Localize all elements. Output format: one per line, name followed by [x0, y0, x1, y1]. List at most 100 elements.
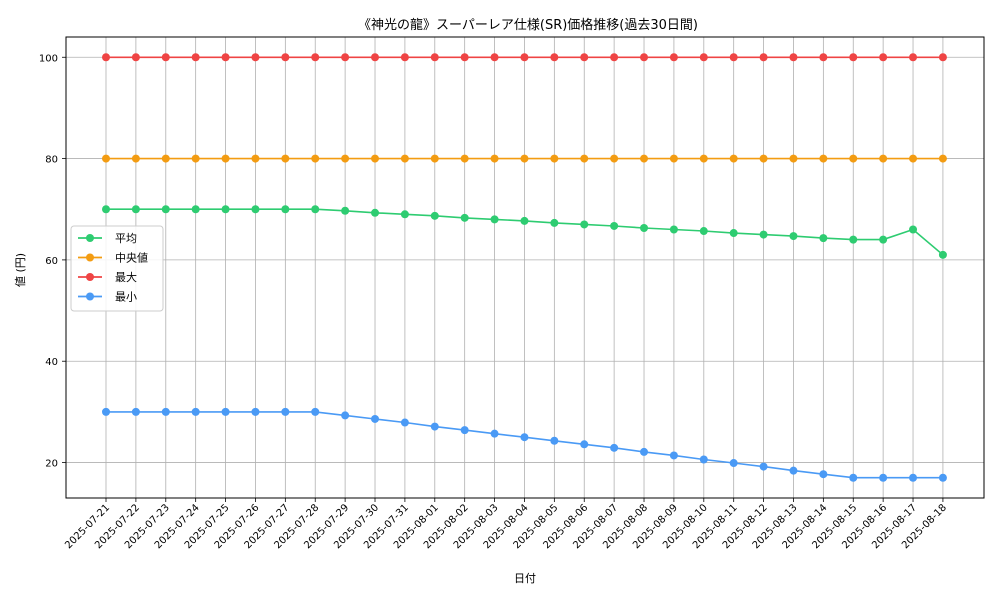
y-axis: 20 40 60 80 100: [39, 53, 66, 470]
data-point-3: [819, 53, 828, 62]
data-point-2: [221, 154, 230, 163]
data-point-3: [729, 53, 738, 62]
data-point-2: [191, 154, 200, 163]
data-point-2: [849, 154, 858, 163]
data-point-2: [789, 154, 798, 163]
data-point-1: [849, 235, 858, 244]
data-point-3: [341, 53, 350, 62]
data-point-2: [938, 154, 947, 163]
chart-title: 《神光の龍》スーパーレア仕様(SR)価格推移(過去30日間): [358, 17, 698, 33]
data-point-1: [520, 216, 529, 225]
data-point-3: [460, 53, 469, 62]
legend-label: 最大: [115, 270, 137, 284]
legend-box: [70, 225, 164, 312]
data-point-3: [251, 53, 260, 62]
data-point-1: [430, 211, 439, 220]
data-point-2: [400, 154, 409, 163]
data-point-4: [640, 447, 649, 456]
data-point-3: [789, 53, 798, 62]
data-point-4: [251, 407, 260, 416]
data-point-2: [699, 154, 708, 163]
data-point-2: [341, 154, 350, 163]
data-point-4: [102, 407, 110, 416]
data-point-4: [729, 459, 738, 468]
data-point-1: [909, 225, 918, 234]
data-point-3: [938, 53, 947, 62]
data-point-1: [281, 205, 290, 214]
data-point-3: [161, 53, 170, 62]
legend-label: 中央値: [115, 252, 148, 265]
data-point-1: [879, 235, 888, 244]
legend-marker: [86, 253, 94, 262]
legend-marker: [86, 234, 94, 242]
data-point-1: [729, 229, 738, 238]
data-point-1: [371, 208, 380, 217]
data-point-2: [729, 154, 738, 163]
data-point-1: [131, 205, 140, 214]
data-point-1: [610, 221, 619, 230]
data-point-3: [520, 53, 529, 62]
data-point-2: [610, 154, 619, 163]
data-point-4: [909, 473, 918, 482]
data-point-2: [371, 154, 380, 163]
x-axis-label: 日付: [514, 572, 536, 585]
data-point-2: [131, 154, 140, 163]
data-point-4: [131, 407, 140, 416]
data-point-2: [520, 154, 529, 163]
data-point-1: [460, 213, 469, 222]
data-point-1: [191, 205, 200, 214]
data-point-4: [789, 466, 798, 475]
data-point-3: [550, 53, 559, 62]
y-tick-label: 60: [45, 256, 58, 267]
data-point-1: [938, 250, 947, 259]
legend-label: 平均: [115, 232, 137, 245]
data-point-1: [251, 205, 260, 214]
data-point-1: [759, 230, 768, 239]
data-point-1: [580, 220, 589, 229]
data-point-2: [161, 154, 170, 163]
data-point-1: [640, 223, 649, 232]
grid-lines: [66, 37, 984, 498]
data-point-1: [221, 205, 230, 214]
legend-label: 最小: [115, 291, 137, 304]
data-point-4: [371, 414, 380, 423]
data-point-2: [430, 154, 439, 163]
data-point-2: [879, 154, 888, 163]
data-point-3: [610, 53, 619, 62]
data-point-4: [938, 473, 947, 482]
data-point-3: [699, 53, 708, 62]
data-point-4: [281, 407, 290, 416]
data-point-1: [669, 225, 678, 234]
data-point-3: [580, 53, 589, 62]
data-point-4: [400, 418, 409, 427]
data-point-2: [251, 154, 260, 163]
legend-marker: [86, 292, 94, 301]
data-point-3: [490, 53, 499, 62]
data-point-2: [909, 154, 918, 163]
y-tick-label: 20: [45, 459, 58, 470]
data-point-2: [102, 154, 110, 163]
data-point-3: [131, 53, 140, 62]
y-tick-label: 40: [45, 357, 58, 368]
data-point-2: [580, 154, 589, 163]
data-point-4: [699, 455, 708, 464]
data-point-1: [161, 205, 170, 214]
data-point-2: [669, 154, 678, 163]
data-point-3: [909, 53, 918, 62]
data-point-3: [281, 53, 290, 62]
data-point-2: [550, 154, 559, 163]
data-point-3: [879, 53, 888, 62]
plot-area-frame: [65, 36, 985, 499]
data-point-2: [819, 154, 828, 163]
data-point-4: [520, 433, 529, 442]
data-point-3: [849, 53, 858, 62]
data-point-3: [669, 53, 678, 62]
x-axis: 2025-07-212025-07-222025-07-232025-07-24…: [63, 498, 949, 551]
data-point-4: [610, 443, 619, 452]
data-point-4: [490, 429, 499, 438]
data-point-1: [789, 232, 798, 241]
data-point-4: [460, 426, 469, 435]
data-point-4: [580, 440, 589, 449]
